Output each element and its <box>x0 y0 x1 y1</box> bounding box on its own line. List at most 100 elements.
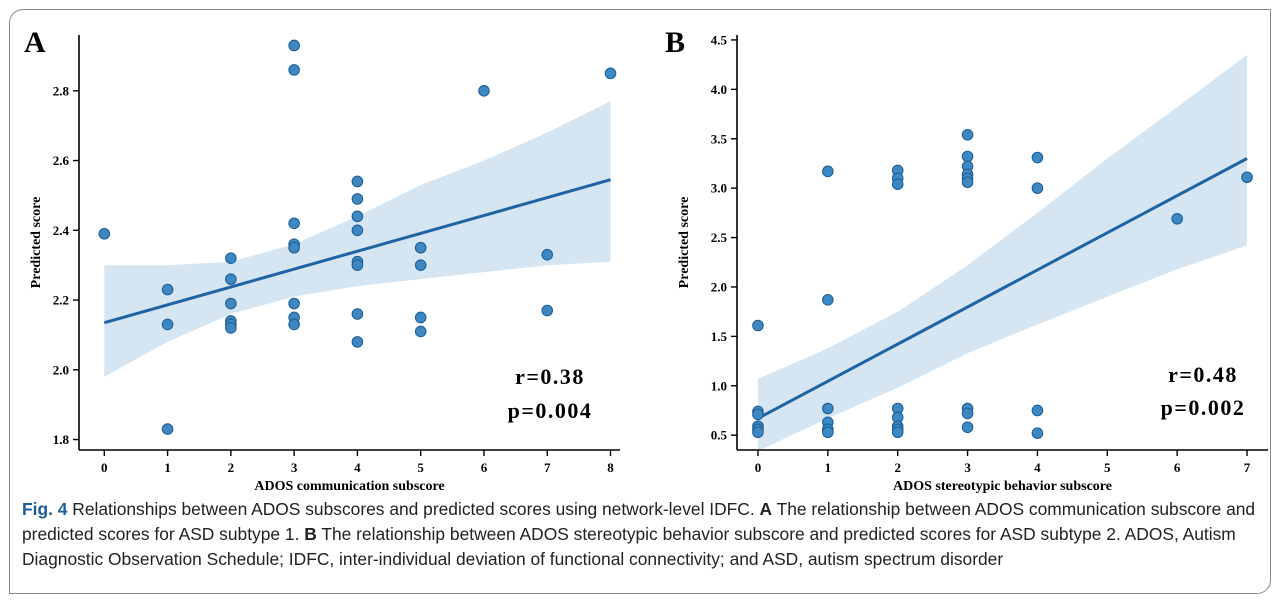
x-tick-label: 7 <box>544 460 551 475</box>
y-tick-label: 2.0 <box>711 279 727 294</box>
data-point <box>1241 171 1253 184</box>
x-tick-label: 1 <box>825 460 832 475</box>
y-tick-label: 2.0 <box>53 362 69 377</box>
x-axis-label: ADOS communication subscore <box>254 479 444 494</box>
data-point <box>891 178 904 191</box>
data-point <box>822 402 834 415</box>
x-tick-label: 2 <box>894 460 901 475</box>
stat-p: p=0.002 <box>1161 395 1246 420</box>
panel-label: A <box>24 26 46 59</box>
y-tick-label: 2.5 <box>711 230 728 245</box>
x-tick-label: 4 <box>1034 460 1041 475</box>
caption-intro: Relationships between ADOS subscores and… <box>67 499 760 519</box>
data-point <box>161 318 174 331</box>
x-tick-label: 5 <box>417 460 424 475</box>
data-point <box>225 273 237 285</box>
data-point <box>414 259 427 271</box>
data-point <box>961 176 974 189</box>
x-tick-label: 6 <box>1174 460 1181 475</box>
data-point <box>961 407 974 420</box>
data-point <box>752 426 764 439</box>
data-point <box>1031 404 1044 417</box>
data-point <box>351 210 364 223</box>
y-tick-label: 2.8 <box>53 83 70 98</box>
stat-r: r=0.38 <box>515 364 585 389</box>
chart-panel-a: 0 1 2 3 4 5 6 7 8 1.8 2.0 2.2 2.4 2.6 2.8 ADOS communic… <box>24 26 620 494</box>
confidence-band <box>758 54 1247 452</box>
x-tick-label: 3 <box>964 460 971 475</box>
data-point <box>351 308 364 320</box>
x-tick-label: 8 <box>607 460 614 475</box>
data-point <box>604 67 617 80</box>
data-point <box>822 426 834 439</box>
data-point <box>351 175 364 188</box>
data-point <box>961 150 974 163</box>
y-tick-label: 2.4 <box>53 223 70 238</box>
data-point <box>414 241 427 254</box>
panel-label: B <box>665 26 685 59</box>
chart-panel-b: 0 1 2 3 4 5 6 7 0.5 1.0 1.5 2.0 2.5 3.0 3.5 4.0 4.5 ADOS … <box>665 26 1268 494</box>
x-tick-label: 0 <box>755 460 762 475</box>
x-tick-label: 1 <box>164 460 171 475</box>
data-point <box>288 217 300 230</box>
y-axis-label: Predicted score <box>677 197 692 289</box>
x-tick-label: 4 <box>354 460 361 475</box>
y-axis-label: Predicted score <box>29 197 44 289</box>
y-tick-label: 4.0 <box>711 82 727 97</box>
data-point <box>414 311 427 324</box>
data-point <box>161 283 174 296</box>
regression-line <box>103 178 611 325</box>
y-tick-label: 3.0 <box>711 181 727 196</box>
data-point <box>961 421 974 434</box>
x-tick-label: 5 <box>1104 460 1111 475</box>
data-point <box>288 64 300 76</box>
caption-panel-a: A <box>759 499 773 519</box>
x-axis-label: ADOS stereotypic behavior subscore <box>893 479 1112 494</box>
figure-charts: 0 1 2 3 4 5 6 7 8 1.8 2.0 2.2 2.4 2.6 2.8 ADOS communic… <box>24 26 1268 494</box>
data-point <box>1031 182 1044 194</box>
data-point <box>1171 212 1183 225</box>
y-tick-label: 1.5 <box>711 329 728 344</box>
data-point <box>351 259 364 271</box>
data-point <box>752 319 764 332</box>
data-point <box>288 241 300 254</box>
data-point <box>351 336 364 348</box>
y-tick-label: 1.8 <box>53 432 70 447</box>
data-point <box>541 304 554 317</box>
figure-frame <box>9 9 1271 594</box>
data-point <box>288 318 300 331</box>
x-tick-label: 0 <box>101 460 108 475</box>
x-tick-label: 3 <box>291 460 298 475</box>
stat-p: p=0.004 <box>508 398 593 423</box>
data-point <box>822 294 834 306</box>
data-point <box>161 423 174 435</box>
x-tick-label: 6 <box>481 460 488 475</box>
data-point <box>225 252 237 264</box>
data-point <box>822 165 834 178</box>
y-tick-label: 0.5 <box>711 428 728 443</box>
caption-text-a: The relationship between ADOS communicat… <box>22 499 1256 544</box>
caption-text-b: The relationship between ADOS stereotypi… <box>22 524 1236 569</box>
data-point <box>961 128 974 141</box>
regression-line <box>757 157 1248 420</box>
data-point <box>98 227 111 240</box>
data-point <box>351 193 364 205</box>
caption-panel-b: B <box>304 524 317 544</box>
x-tick-label: 2 <box>228 460 235 475</box>
data-point <box>288 39 300 52</box>
data-point <box>1031 151 1044 164</box>
data-point <box>351 224 364 237</box>
y-tick-label: 2.6 <box>53 153 70 168</box>
data-point <box>288 297 300 310</box>
y-tick-label: 2.2 <box>53 293 69 308</box>
confidence-band <box>104 101 611 377</box>
y-tick-label: 4.5 <box>711 32 728 47</box>
data-point <box>225 322 237 334</box>
data-point <box>752 408 764 421</box>
caption-fig-label: Fig. 4 <box>22 499 68 519</box>
data-point <box>414 325 427 338</box>
data-point <box>541 248 554 261</box>
data-point <box>478 84 490 97</box>
data-point <box>1031 427 1044 440</box>
data-point <box>225 297 237 310</box>
